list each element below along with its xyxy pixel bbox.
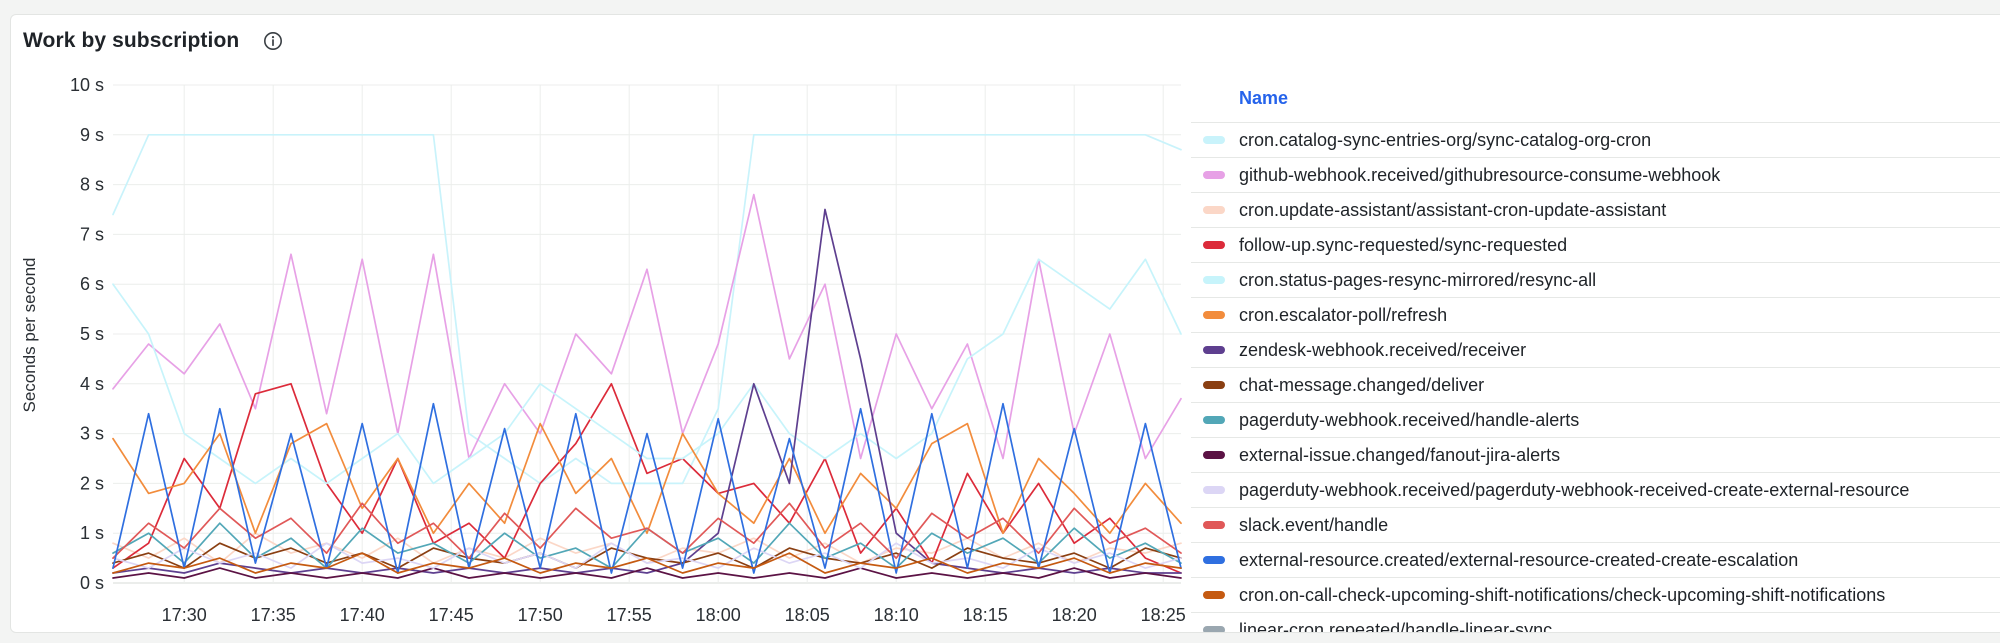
y-axis-ticks: 0 s 1 s 2 s 3 s 4 s 5 s 6 s 7 s 8 s 9 s 10 s: [70, 75, 104, 593]
legend-item[interactable]: chat-message.changed/deliver: [1191, 368, 2000, 403]
legend-label: cron.status-pages-resync-mirrored/resync…: [1239, 269, 1597, 290]
y-tick-label: 8 s: [80, 175, 104, 195]
legend-item[interactable]: cron.escalator-poll/refresh: [1191, 298, 2000, 333]
legend-swatch: [1203, 486, 1225, 494]
work-by-subscription-panel: Work by subscription 0 s 1 s 2 s 3 s 4 s 5 s 6…: [10, 14, 2000, 633]
legend-item[interactable]: pagerduty-webhook.received/handle-alerts: [1191, 403, 2000, 438]
x-tick-label: 17:50: [518, 605, 563, 625]
legend-label: cron.escalator-poll/refresh: [1239, 304, 1448, 325]
legend-label: pagerduty-webhook.received/handle-alerts: [1239, 409, 1580, 430]
x-tick-label: 18:25: [1141, 605, 1186, 625]
legend-swatch: [1203, 556, 1225, 564]
x-tick-label: 18:00: [696, 605, 741, 625]
y-tick-label: 5 s: [80, 324, 104, 344]
x-tick-label: 17:40: [340, 605, 385, 625]
legend-swatch: [1203, 591, 1225, 599]
y-tick-label: 2 s: [80, 473, 104, 493]
legend-list: cron.catalog-sync-entries-org/sync-catal…: [1191, 123, 2000, 633]
legend-item[interactable]: cron.status-pages-resync-mirrored/resync…: [1191, 263, 2000, 298]
panel-header: Work by subscription: [23, 27, 283, 55]
series-line[interactable]: [112, 402, 1182, 574]
x-tick-label: 18:15: [963, 605, 1008, 625]
legend-item[interactable]: cron.catalog-sync-entries-org/sync-catal…: [1191, 123, 2000, 158]
legend-swatch: [1203, 206, 1225, 214]
legend-item[interactable]: pagerduty-webhook.received/pagerduty-web…: [1191, 473, 2000, 508]
legend-label: follow-up.sync-requested/sync-requested: [1239, 234, 1568, 255]
y-tick-label: 0 s: [80, 573, 104, 593]
chart-legend: Name cron.catalog-sync-entries-org/sync-…: [1191, 75, 2000, 633]
x-tick-label: 17:55: [607, 605, 652, 625]
y-tick-label: 3 s: [80, 424, 104, 444]
series-line[interactable]: [112, 133, 1182, 485]
x-tick-label: 17:30: [162, 605, 207, 625]
series-line[interactable]: [112, 258, 1182, 485]
legend-label: zendesk-webhook.received/receiver: [1239, 339, 1527, 360]
x-tick-label: 17:35: [251, 605, 296, 625]
legend-label: chat-message.changed/deliver: [1239, 374, 1485, 395]
chart-grid: [113, 84, 1181, 584]
x-axis-ticks: 17:30 17:35 17:40 17:45 17:50 17:55 18:00 18:05…: [162, 605, 1186, 625]
legend-label: pagerduty-webhook.received/pagerduty-web…: [1239, 479, 1910, 500]
legend-swatch: [1203, 346, 1225, 354]
legend-item[interactable]: external-resource.created/external-resou…: [1191, 543, 2000, 578]
legend-swatch: [1203, 416, 1225, 424]
legend-item[interactable]: linear-cron.repeated/handle-linear-sync: [1191, 613, 2000, 633]
legend-swatch: [1203, 451, 1225, 459]
x-tick-label: 18:20: [1052, 605, 1097, 625]
chart-series: [112, 133, 1182, 579]
series-line[interactable]: [112, 193, 1182, 460]
legend-item[interactable]: slack.event/handle: [1191, 508, 2000, 543]
y-tick-label: 6 s: [80, 274, 104, 294]
y-tick-label: 4 s: [80, 374, 104, 394]
series-line[interactable]: [112, 422, 1182, 535]
legend-label: github-webhook.received/githubresource-c…: [1239, 164, 1721, 185]
x-tick-label: 18:10: [874, 605, 919, 625]
y-tick-label: 10 s: [70, 75, 104, 95]
legend-swatch: [1203, 241, 1225, 249]
legend-item[interactable]: cron.on-call-check-upcoming-shift-notifi…: [1191, 578, 2000, 613]
legend-item[interactable]: external-issue.changed/fanout-jira-alert…: [1191, 438, 2000, 473]
series-line[interactable]: [112, 567, 1182, 579]
y-tick-label: 9 s: [80, 125, 104, 145]
legend-label: cron.update-assistant/assistant-cron-upd…: [1239, 199, 1667, 220]
y-tick-label: 7 s: [80, 224, 104, 244]
legend-item[interactable]: cron.update-assistant/assistant-cron-upd…: [1191, 193, 2000, 228]
legend-swatch: [1203, 521, 1225, 529]
y-tick-label: 1 s: [80, 523, 104, 543]
line-chart[interactable]: 0 s 1 s 2 s 3 s 4 s 5 s 6 s 7 s 8 s 9 s 10 s 17:30…: [11, 15, 1191, 632]
legend-label: cron.on-call-check-upcoming-shift-notifi…: [1239, 584, 1886, 605]
y-axis-label: Seconds per second: [20, 258, 39, 413]
legend-swatch: [1203, 276, 1225, 284]
legend-item[interactable]: zendesk-webhook.received/receiver: [1191, 333, 2000, 368]
series-line[interactable]: [112, 542, 1182, 569]
series-line[interactable]: [112, 502, 1182, 559]
panel-title: Work by subscription: [23, 29, 240, 52]
legend-swatch: [1203, 136, 1225, 144]
legend-label: external-issue.changed/fanout-jira-alert…: [1239, 444, 1561, 465]
legend-header-name[interactable]: Name: [1191, 75, 2000, 123]
legend-swatch: [1203, 626, 1225, 632]
legend-swatch: [1203, 311, 1225, 319]
legend-label: external-resource.created/external-resou…: [1239, 549, 1799, 570]
series-line[interactable]: [112, 552, 1182, 574]
x-tick-label: 18:05: [785, 605, 830, 625]
x-tick-label: 17:45: [429, 605, 474, 625]
legend-swatch: [1203, 381, 1225, 389]
legend-label: slack.event/handle: [1239, 514, 1389, 535]
legend-swatch: [1203, 171, 1225, 179]
legend-label: cron.catalog-sync-entries-org/sync-catal…: [1239, 129, 1652, 150]
legend-label: linear-cron.repeated/handle-linear-sync: [1239, 619, 1553, 633]
legend-item[interactable]: github-webhook.received/githubresource-c…: [1191, 158, 2000, 193]
legend-item[interactable]: follow-up.sync-requested/sync-requested: [1191, 228, 2000, 263]
info-circle-icon[interactable]: [263, 31, 283, 51]
